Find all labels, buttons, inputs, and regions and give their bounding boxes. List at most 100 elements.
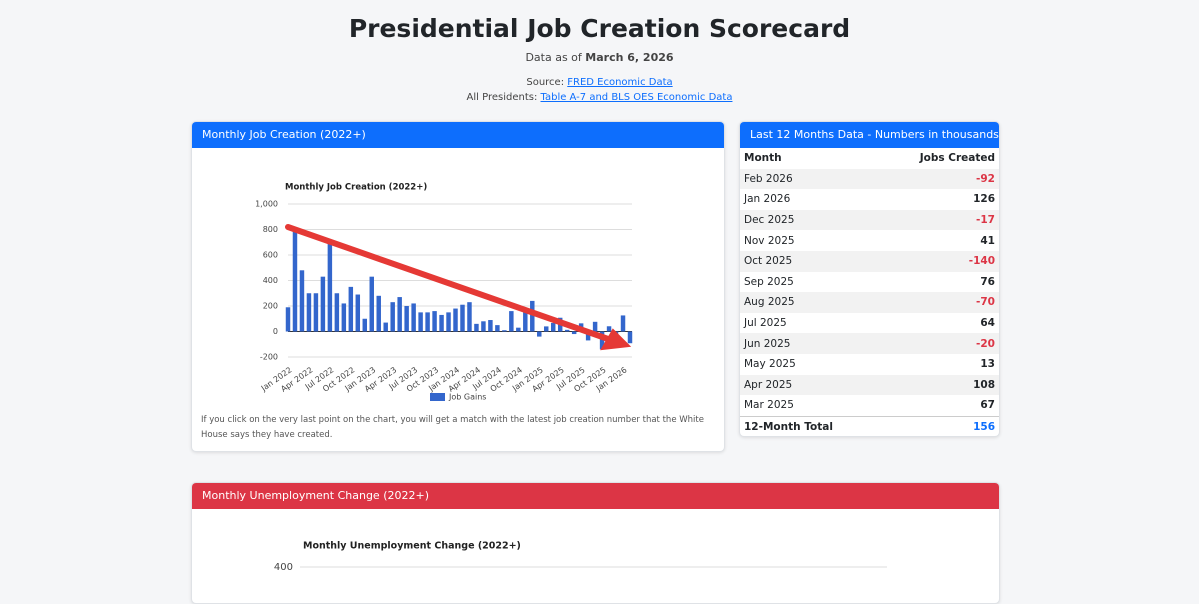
y-tick-label: 0 [273,327,278,336]
y-tick-label: 200 [263,302,278,311]
bar [495,325,500,332]
table-card: Last 12 Months Data - Numbers in thousan… [739,121,1000,437]
bar [327,243,333,332]
all-link[interactable]: Table A-7 and BLS OES Economic Data [540,92,733,103]
job-chart: Monthly Job Creation (2022+) 1,000 800 600 4… [255,183,633,402]
table-row: Feb 2026 -92 [740,168,999,190]
bar [306,293,312,332]
legend-label: Job Gains [448,393,486,402]
bar [369,276,374,332]
value-cell: 64 [980,317,995,330]
y-tick-label: 1,000 [255,200,278,209]
value-cell: -20 [879,333,999,354]
card-header: Monthly Unemployment Change (2022+) [192,483,999,509]
table-row: May 2025 13 [740,354,999,375]
bar [334,293,340,332]
bar [425,312,430,332]
column-header: Month [744,152,782,165]
as-of-label: Data as of [525,51,582,64]
page-title: Presidential Job Creation Scorecard [348,14,851,43]
month-cell: Sep 2025 [744,275,794,288]
as-of-date: March 6, 2026 [585,51,674,64]
data-table: Month Jobs Created Feb 2026 -92 Jan 2026 126 D… [740,148,999,436]
bar [488,320,493,332]
bar [550,322,556,332]
month-cell: Jul 2025 [744,317,787,330]
arrow-head [600,328,632,351]
bar [432,311,437,332]
month-cell: Jun 2025 [740,333,880,354]
bar [320,276,326,332]
month-cell: May 2025 [744,358,796,371]
bar [292,230,298,332]
y-tick-label: 600 [263,251,278,260]
page: Presidential Job Creation Scorecard Data… [0,14,1199,604]
table-row: Aug 2025 -70 [740,292,999,313]
table-row: Mar 2025 67 [740,395,999,416]
value-cell: 108 [879,374,999,396]
note: If you click on the very last point on t… [201,415,704,440]
total-value: 156 [879,415,999,436]
bar [502,330,507,332]
bar [606,326,612,332]
table-row: Jul 2025 64 [740,313,999,334]
bar [544,326,549,332]
source-label: Source: [526,77,565,88]
table-row: Nov 2025 41 [740,230,999,251]
month-cell: Feb 2026 [740,168,880,190]
value-cell: -140 [879,250,999,272]
bar [571,331,577,335]
table-row: 12-Month Total 156 [740,415,999,436]
bar [411,303,416,332]
value-cell: -17 [879,209,999,231]
y-tick-label: 800 [263,225,278,234]
bar [509,311,514,332]
bar [397,297,402,332]
bar [418,312,423,332]
bar [467,302,472,332]
month-cell: Apr 2025 [740,374,880,396]
card-header: Last 12 Months Data - Numbers in thousan… [740,122,999,148]
bar [592,321,598,332]
y-tick-label: -200 [260,353,278,362]
bar [348,286,354,332]
bar [439,314,444,332]
all-presidents: All Presidents: Table A-7 and BLS OES Ec… [0,92,1199,103]
bar [285,307,291,332]
month-cell: Dec 2025 [740,209,880,231]
bar [460,304,465,332]
chart-title: Monthly Unemployment Change (2022+) [303,541,521,552]
table-row: Jun 2025 -20 [740,333,999,354]
bar [585,331,591,341]
column-header: Jobs Created [919,152,995,165]
month-cell: Mar 2025 [744,399,794,412]
bar [523,312,528,332]
job-card: Monthly Job Creation (2022+) If you clic… [191,121,725,452]
bar [530,300,535,332]
trend-arrow [285,224,614,343]
table-row: Dec 2025 -17 [740,209,999,231]
y-tick-label: 400 [274,562,293,573]
bar [620,315,626,332]
bar [474,323,479,332]
unemployment-chart: Monthly Unemployment Change (2022+) 400 [274,541,887,573]
bar [341,303,347,332]
bar [376,295,381,332]
bar [383,322,388,332]
bar [599,331,605,350]
month-cell: Jan 2026 [744,193,791,206]
bar [362,318,368,332]
bar [299,270,305,332]
bar [390,302,395,332]
table-row: Sep 2025 76 [740,272,999,293]
value-cell: 67 [980,399,995,412]
source: Source: FRED Economic Data [0,77,1199,88]
source-link[interactable]: FRED Economic Data [567,77,673,88]
table-row: Oct 2025 -140 [740,250,999,272]
y-tick-label: 400 [263,276,278,285]
table-row: Apr 2025 108 [740,374,999,396]
legend-swatch [430,393,445,401]
as-of: Data as of March 6, 2026 [0,51,1199,64]
bar [516,327,521,332]
bar [355,294,361,332]
